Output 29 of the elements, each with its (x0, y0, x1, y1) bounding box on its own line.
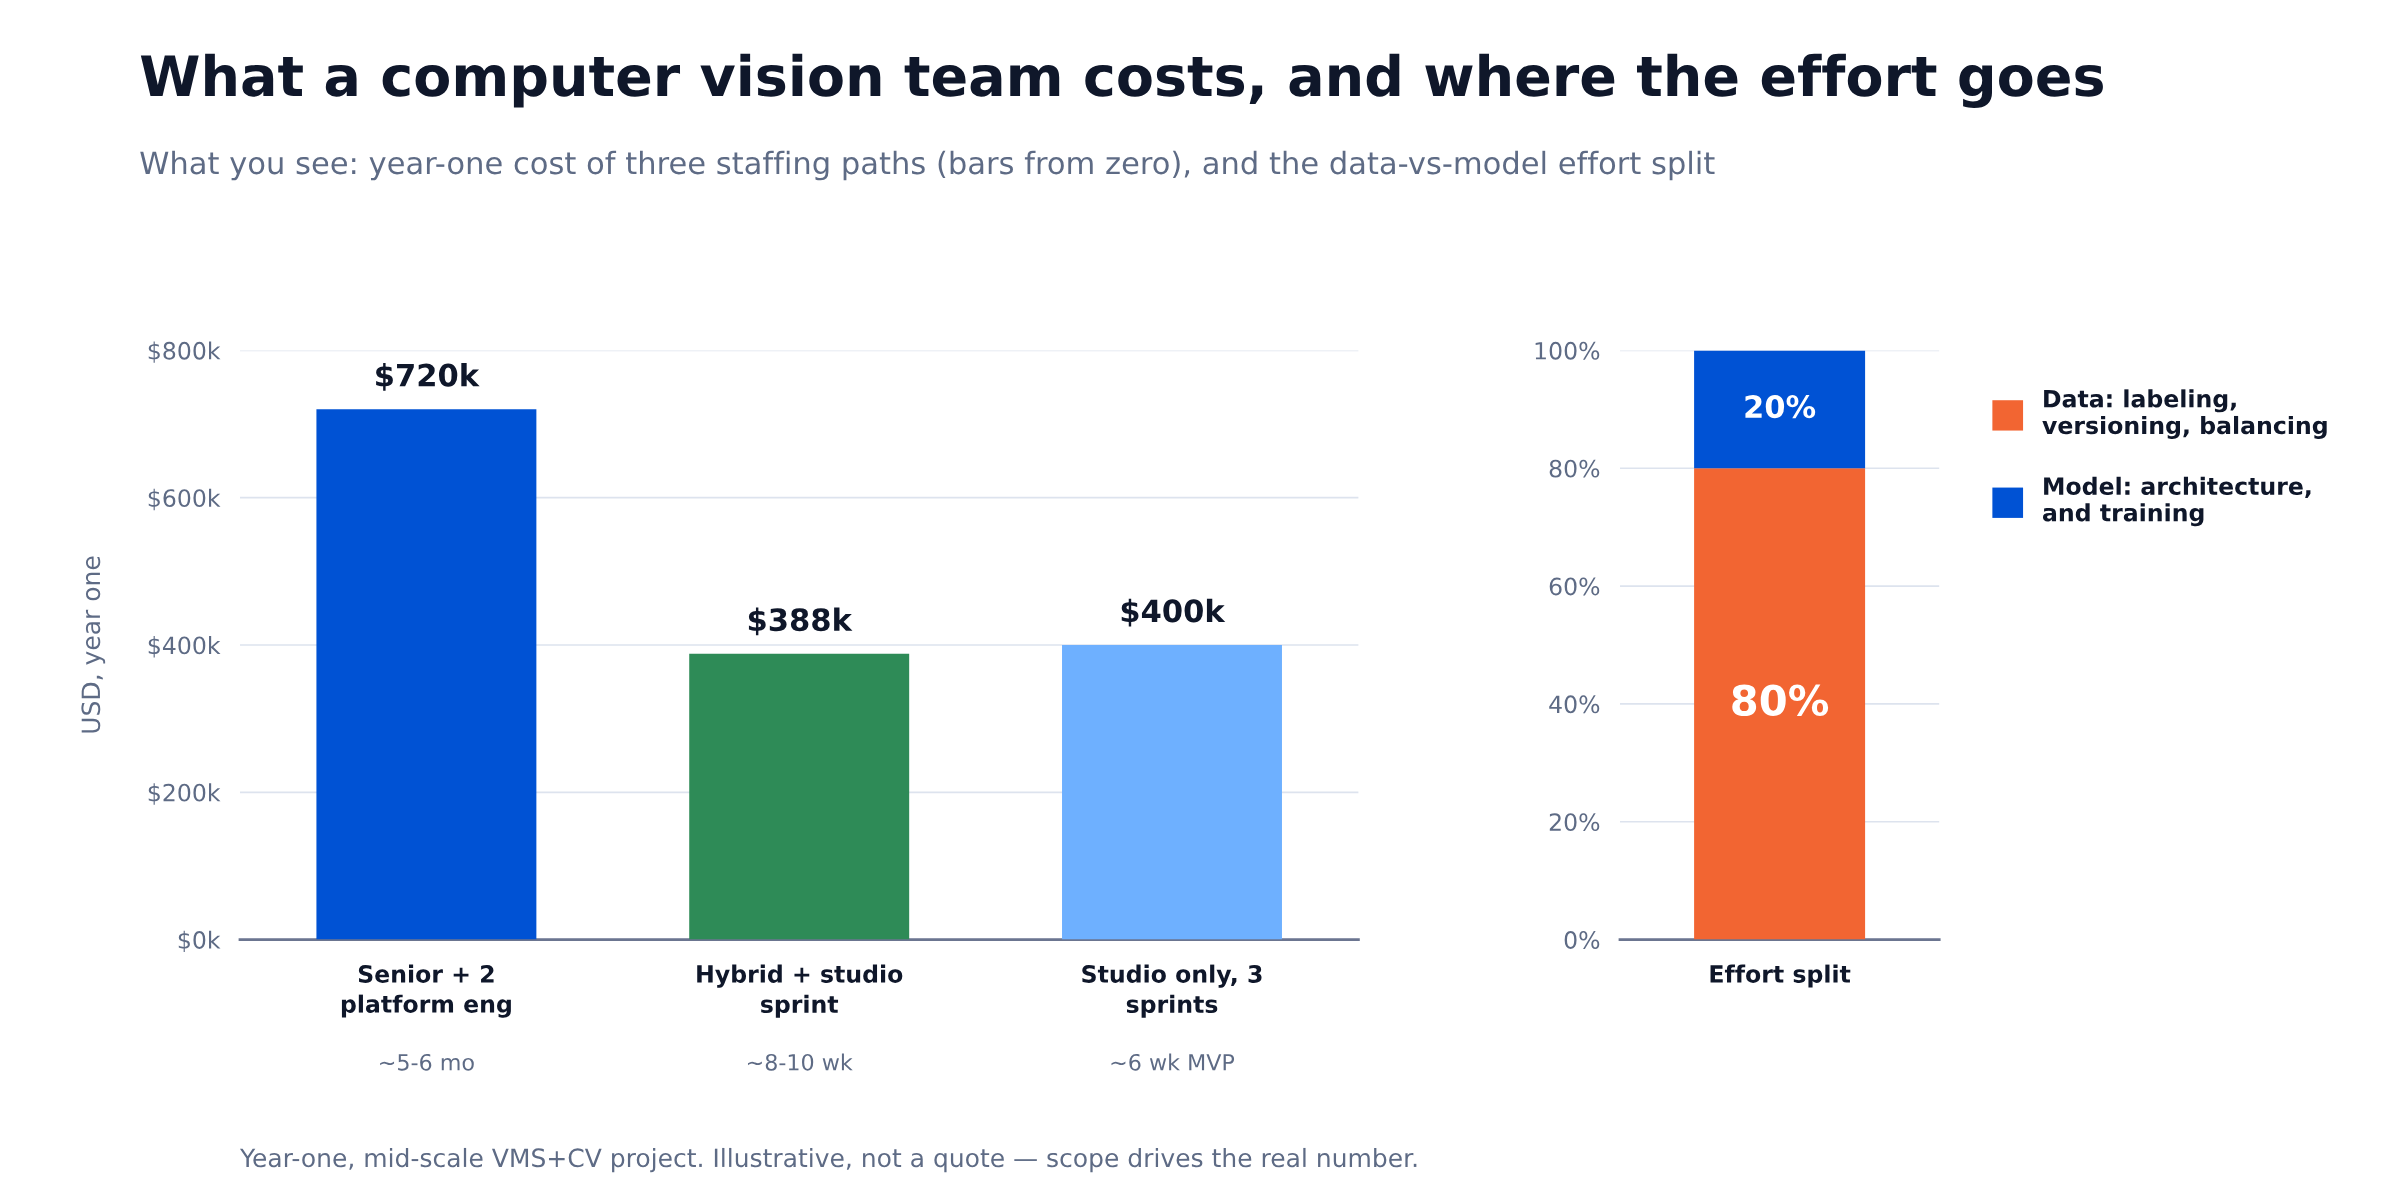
y-tick-label: $600k (148, 488, 221, 511)
category-label: Studio only, 3 sprints ~6 wk MVP (1082, 964, 1262, 1071)
chart-title: What a computer vision team costs, and where the effort goes (140, 53, 2103, 108)
bar (316, 409, 537, 940)
data-label: 80% (1732, 684, 1829, 717)
y-tick-label: 20% (1549, 813, 1600, 832)
data-label: $720k (376, 363, 480, 391)
y-tick-label: 60% (1549, 577, 1600, 596)
y-tick-label: 80% (1549, 459, 1600, 478)
category-label: Hybrid + studio sprint ~8-10 wk (697, 964, 903, 1071)
y-tick-label: $400k (148, 636, 221, 658)
y-tick-label: 0% (1564, 931, 1600, 949)
y-tick-label: $800k (148, 341, 221, 363)
y-tick-label: $0k (178, 930, 221, 953)
data-label: $388k (748, 607, 853, 636)
y-tick-label: 100% (1535, 341, 1600, 360)
data-label: $400k (1121, 598, 1226, 627)
y-axis-title: USD, year one (81, 556, 106, 733)
legend-label: Data: labeling, versioning, balancing (2042, 389, 2327, 439)
y-tick-label: $200k (148, 783, 221, 805)
text: Year-one, mid-scale VMS+CV project. Illustrative, not a quote — scope drives the real number. (239, 1147, 1417, 1173)
category-label: Senior + 2 platform eng ~5-6 mo (341, 964, 511, 1071)
bar (689, 653, 910, 940)
chart-subtitle: What you see: year-one cost of three staffing paths (bars from zero), and the data-vs-model effort split (140, 150, 1715, 181)
data-label: 20% (1745, 395, 1816, 419)
x-tick-label: Effort split (1710, 964, 1851, 988)
bar (1062, 645, 1282, 940)
y-tick-label: 40% (1549, 695, 1600, 714)
legend-label: Model: architecture, and training (2042, 476, 2311, 527)
